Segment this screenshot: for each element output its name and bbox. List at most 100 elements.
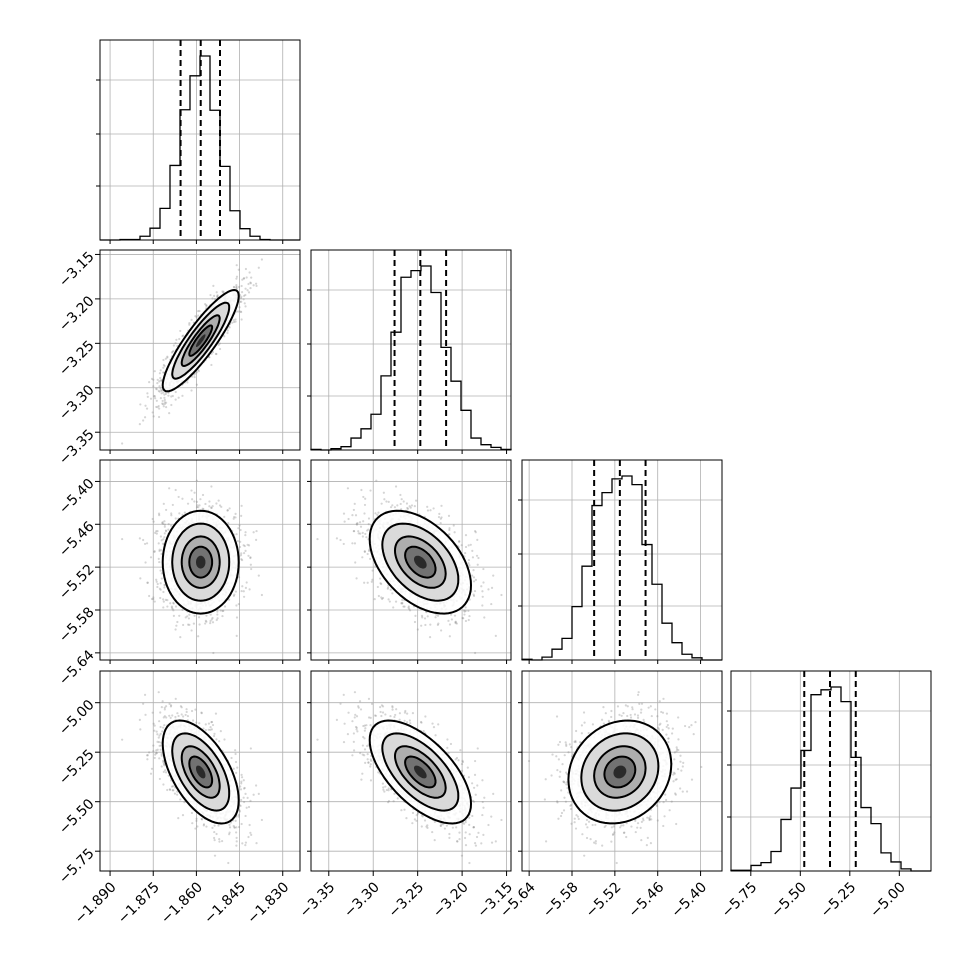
scatter-point bbox=[212, 651, 215, 655]
scatter-point bbox=[162, 502, 165, 505]
scatter-point bbox=[201, 507, 204, 510]
scatter-point bbox=[237, 310, 240, 313]
scatter-point bbox=[366, 529, 369, 532]
scatter-point bbox=[204, 622, 207, 625]
scatter-point bbox=[193, 614, 196, 617]
scatter-point bbox=[257, 266, 260, 269]
scatter-point bbox=[161, 399, 164, 403]
scatter-point bbox=[159, 379, 162, 382]
scatter-point bbox=[240, 558, 243, 561]
scatter-point bbox=[186, 502, 190, 505]
scatter-point bbox=[159, 596, 162, 600]
scatter-point bbox=[235, 604, 238, 607]
scatter-point bbox=[242, 590, 245, 593]
scatter-point bbox=[405, 502, 409, 505]
scatter-point bbox=[420, 624, 423, 627]
scatter-point bbox=[239, 297, 243, 300]
scatter-point bbox=[228, 326, 231, 329]
scatter-point bbox=[167, 522, 170, 526]
scatter-point bbox=[155, 532, 158, 535]
scatter-point bbox=[233, 286, 236, 289]
scatter-point bbox=[143, 542, 147, 546]
scatter-point bbox=[216, 294, 219, 297]
scatter-point bbox=[249, 563, 252, 566]
scatter-point bbox=[221, 290, 224, 293]
scatter-point bbox=[197, 635, 200, 638]
scatter-point bbox=[437, 622, 440, 625]
histogram-step-line bbox=[310, 265, 512, 451]
scatter-point bbox=[201, 493, 205, 497]
scatter-point bbox=[222, 290, 225, 293]
scatter-point bbox=[172, 614, 175, 617]
scatter-point bbox=[428, 636, 432, 639]
scatter-point bbox=[232, 515, 236, 519]
scatter-point bbox=[394, 600, 398, 603]
scatter-point bbox=[161, 542, 165, 545]
scatter-point bbox=[239, 300, 242, 303]
scatter-point bbox=[448, 527, 451, 530]
scatter-point bbox=[155, 578, 158, 581]
scatter-point bbox=[156, 529, 159, 533]
scatter-point bbox=[188, 613, 191, 616]
scatter-point bbox=[371, 578, 374, 581]
scatter-point bbox=[469, 543, 472, 546]
scatter-point bbox=[240, 295, 243, 298]
scatter-point bbox=[255, 538, 258, 541]
scatter-point bbox=[380, 502, 383, 505]
scatter-point bbox=[205, 304, 208, 307]
scatter-point bbox=[452, 524, 455, 527]
scatter-point bbox=[163, 396, 166, 399]
scatter-point bbox=[232, 319, 235, 322]
scatter-point bbox=[232, 594, 235, 598]
scatter-point bbox=[363, 503, 367, 507]
scatter-point bbox=[228, 507, 231, 510]
scatter-point bbox=[361, 531, 364, 534]
scatter-point bbox=[162, 358, 165, 362]
scatter-point bbox=[144, 404, 147, 407]
scatter-point bbox=[221, 614, 224, 618]
scatter-point bbox=[198, 504, 201, 507]
panel-content bbox=[316, 479, 503, 655]
scatter-point bbox=[160, 389, 163, 392]
scatter-point bbox=[142, 419, 145, 422]
scatter-point bbox=[241, 278, 244, 281]
scatter-point bbox=[221, 609, 224, 613]
scatter-point bbox=[239, 554, 243, 557]
scatter-point bbox=[226, 331, 229, 335]
scatter-point bbox=[174, 390, 177, 394]
scatter-point bbox=[159, 387, 162, 390]
scatter-point bbox=[440, 504, 443, 507]
scatter-point bbox=[160, 392, 163, 395]
scatter-point bbox=[464, 534, 468, 537]
scatter-point bbox=[420, 614, 424, 617]
scatter-point bbox=[235, 275, 239, 278]
scatter-point bbox=[170, 605, 174, 608]
scatter-point bbox=[163, 402, 166, 406]
scatter-point bbox=[142, 538, 145, 542]
scatter-point bbox=[215, 502, 218, 505]
scatter-point bbox=[179, 329, 182, 333]
scatter-point bbox=[186, 615, 189, 618]
scatter-point bbox=[162, 371, 165, 374]
scatter-point bbox=[357, 532, 360, 535]
scatter-point bbox=[468, 614, 471, 618]
scatter-point bbox=[159, 397, 162, 400]
scatter-point bbox=[121, 537, 124, 541]
scatter-point bbox=[211, 616, 214, 620]
scatter-point bbox=[363, 512, 366, 515]
scatter-point bbox=[374, 512, 377, 515]
scatter-point bbox=[138, 537, 141, 540]
scatter-point bbox=[385, 500, 388, 503]
scatter-point bbox=[160, 572, 163, 575]
scatter-point bbox=[193, 491, 196, 494]
scatter-point bbox=[165, 530, 168, 533]
scatter-point bbox=[401, 602, 404, 605]
scatter-point bbox=[245, 581, 248, 584]
scatter-point bbox=[227, 522, 230, 525]
density-level-5 bbox=[196, 555, 206, 569]
scatter-point bbox=[174, 517, 177, 520]
scatter-point bbox=[410, 504, 414, 507]
scatter-point bbox=[166, 355, 169, 358]
scatter-point bbox=[159, 569, 162, 572]
scatter-point bbox=[215, 291, 218, 294]
